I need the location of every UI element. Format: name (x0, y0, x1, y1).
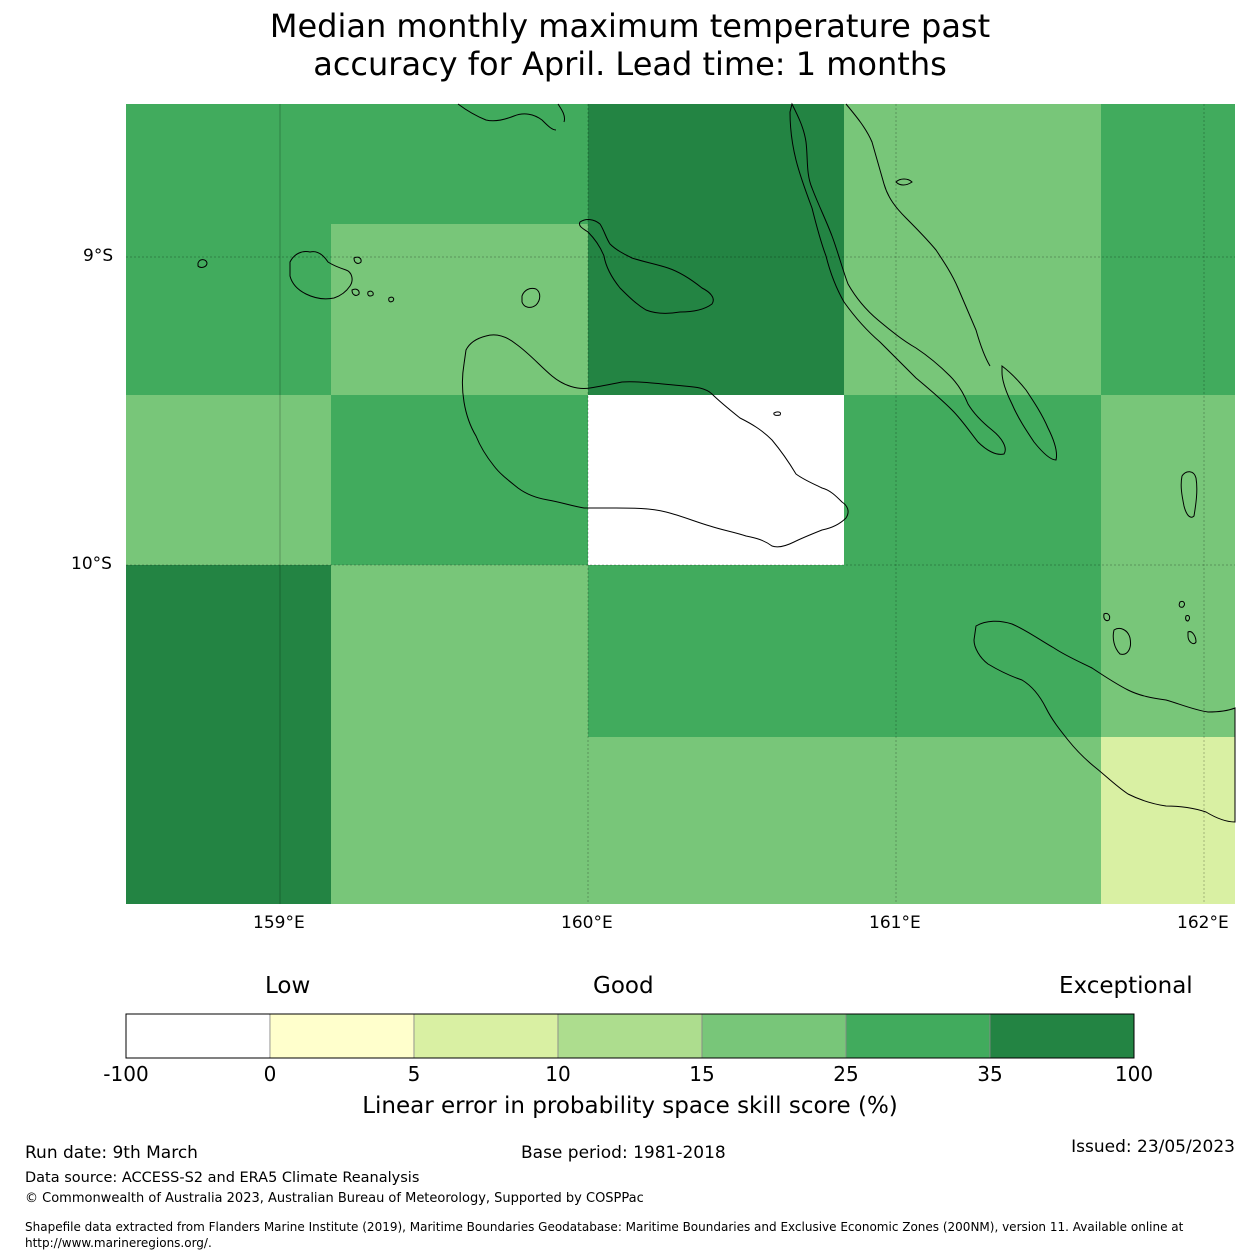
graticule (126, 104, 1235, 904)
colorbar-segment (413, 1013, 559, 1059)
coastline-islet (1185, 615, 1190, 622)
copyright: © Commonwealth of Australia 2023, Austra… (25, 1191, 644, 1206)
colorbar-tick: 5 (407, 1062, 421, 1086)
issued-date: Issued: 23/05/2023 (1071, 1137, 1235, 1157)
lat-label-10s: 10°S (71, 554, 112, 574)
grid-cell (588, 104, 844, 395)
colorbar-category-exceptional: Exceptional (1059, 973, 1193, 999)
coastline-malaita-north (845, 103, 991, 367)
grid-cell (1101, 737, 1235, 904)
colorbar-tick: -100 (103, 1062, 149, 1086)
grid-cell (331, 395, 588, 565)
data-source: Data source: ACCESS-S2 and ERA5 Climate … (25, 1170, 420, 1186)
grid-cell (844, 395, 1101, 565)
lon-label-161e: 161°E (869, 913, 921, 933)
colorbar-tick: 35 (977, 1062, 1003, 1086)
colorbar-segment (269, 1013, 415, 1059)
coastline-islet (1187, 631, 1197, 645)
grid-cell (331, 565, 588, 904)
grid-cell (126, 224, 331, 395)
coastline-malaita (789, 102, 1006, 455)
colorbar-tick: 100 (1114, 1062, 1154, 1086)
coastline-russell-islet (367, 290, 374, 297)
map-title-line-1: Median monthly maximum temperature past (269, 7, 991, 45)
grid-cell (1101, 395, 1235, 565)
colorbar-tick: 10 (545, 1062, 571, 1086)
grid-cell (844, 104, 1101, 395)
lon-label-160e: 160°E (561, 913, 613, 933)
grid-cell (331, 104, 588, 224)
coastline-north-fragment (457, 103, 565, 131)
colorbar-tick: 15 (689, 1062, 715, 1086)
grid-cell (126, 395, 331, 565)
coastline-islet (1112, 627, 1131, 655)
grid-cell (331, 224, 588, 395)
coastline-islet (895, 178, 913, 186)
base-period: Base period: 1981-2018 (521, 1143, 726, 1163)
coastline-russell-islet (388, 296, 395, 303)
shapefile-credit-line-2: http://www.marineregions.org/. (25, 1236, 212, 1250)
coastline-islet (1178, 601, 1185, 608)
run-date: Run date: 9th March (25, 1143, 198, 1163)
colorbar-outline (125, 1013, 1135, 1059)
grid-cell (1101, 565, 1235, 737)
coastline-islet (773, 411, 781, 416)
grid-cell (588, 737, 1101, 904)
coastline-ulawa (1180, 471, 1198, 518)
coastline-small-malaita (1001, 364, 1057, 461)
colorbar-segment (701, 1013, 847, 1059)
lat-label-9s: 9°S (83, 246, 114, 266)
coastline-guadalcanal (462, 334, 849, 548)
coastline-islet (1103, 613, 1111, 622)
colorbar-segment (989, 1013, 1135, 1059)
shapefile-credit-line-1: Shapefile data extracted from Flanders M… (25, 1220, 1184, 1234)
skill-grid (126, 104, 1235, 904)
lon-label-159e: 159°E (253, 913, 305, 933)
colorbar-segment (845, 1013, 991, 1059)
coastline-russell-islands (289, 251, 353, 300)
coastline-makira (973, 620, 1236, 823)
grid-cell (588, 395, 844, 565)
lon-label-162e: 162°E (1177, 913, 1229, 933)
coastline-west-islet (197, 259, 208, 268)
coastline-russell-islet (353, 256, 362, 264)
coastlines (197, 102, 1236, 823)
colorbar-category-low: Low (265, 973, 311, 999)
colorbar-tick: 25 (833, 1062, 859, 1086)
grid-cell (1101, 104, 1235, 395)
grid-cell (126, 565, 331, 904)
colorbar-segment (125, 1013, 271, 1059)
colorbar-category-good: Good (593, 973, 654, 999)
map-title-line-2: accuracy for April. Lead time: 1 months (313, 45, 947, 83)
colorbar-segment (557, 1013, 703, 1059)
coastline-florida-islands (579, 219, 714, 314)
colorbar-tick: 0 (263, 1062, 277, 1086)
colorbar-label: Linear error in probability space skill … (362, 1093, 898, 1119)
coastline-savo (521, 287, 541, 308)
coastline-russell-islet (351, 288, 360, 296)
grid-cell (588, 565, 1101, 737)
colorbar (125, 1013, 1135, 1059)
grid-cell (126, 104, 331, 224)
